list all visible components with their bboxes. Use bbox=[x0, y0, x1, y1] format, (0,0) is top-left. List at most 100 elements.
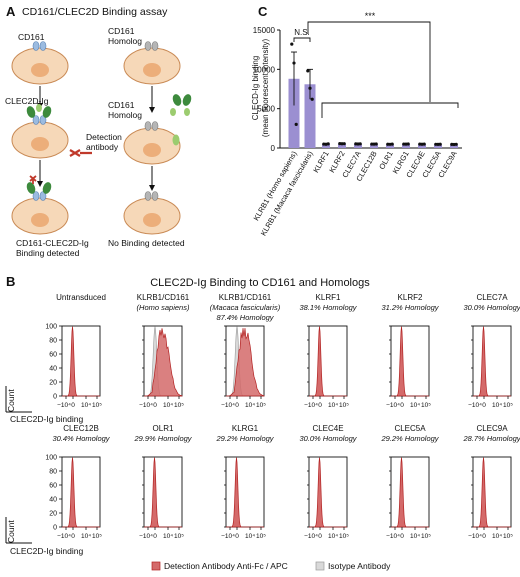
axis-guide-row-2: Count CLEC2D-Ig binding bbox=[5, 517, 84, 556]
histogram-x-tick-label: −10⁴ bbox=[57, 402, 71, 409]
cell-right-3 bbox=[123, 191, 181, 235]
chart-bracket-significant bbox=[307, 21, 431, 102]
histogram-title: OLR1 bbox=[153, 424, 174, 433]
legend-label-detection: Detection Antibody Anti-Fc / APC bbox=[164, 561, 288, 571]
chart-point bbox=[310, 97, 314, 101]
histogram-x-tick-label: 10⁴ bbox=[410, 533, 420, 540]
detection-histogram bbox=[473, 457, 511, 528]
histogram-subtitle: 29.2% Homology bbox=[380, 434, 439, 443]
label-detection-2: antibody bbox=[86, 142, 119, 152]
histogram-title: CLEC5A bbox=[394, 424, 426, 433]
histogram-x-tick-label: 10⁴ bbox=[163, 533, 173, 540]
histogram-x-tick-label: 10⁴ bbox=[410, 402, 420, 409]
histogram-2: KLRB1/CD161(Macaca fascicularis)87.4% Ho… bbox=[210, 293, 281, 409]
label-clec2d-ig: CLEC2D-Ig bbox=[5, 96, 49, 106]
chart-point bbox=[374, 142, 378, 146]
detection-histogram bbox=[62, 457, 100, 528]
chart-bars bbox=[288, 42, 458, 148]
histogram-y-tick-label: 20 bbox=[49, 380, 57, 387]
histogram-y-tick-label: 20 bbox=[49, 511, 57, 518]
histogram-x-tick-label: 10⁴ bbox=[245, 402, 255, 409]
histogram-y-tick-label: 0 bbox=[53, 394, 57, 401]
histogram-subtitle: 28.7% Homology bbox=[462, 434, 520, 443]
histogram-x-tick-label: 0 bbox=[318, 533, 322, 540]
homolog-receptor-icon bbox=[144, 41, 159, 51]
histogram-subtitle: 30.0% Homology bbox=[299, 434, 357, 443]
histogram-x-tick-label: −10⁴ bbox=[139, 533, 153, 540]
detection-antibody-icon bbox=[69, 149, 92, 157]
histogram-x-tick-label: 10⁵ bbox=[503, 533, 513, 540]
histogram-frame bbox=[390, 325, 430, 397]
chart-bar bbox=[434, 144, 442, 148]
detection-histogram bbox=[225, 328, 265, 397]
histogram-x-tick-label: 10⁵ bbox=[174, 402, 184, 409]
chart-point bbox=[406, 142, 410, 146]
histogram-frame bbox=[61, 456, 101, 528]
chart-point bbox=[292, 61, 296, 65]
histogram-title: KLRG1 bbox=[232, 424, 259, 433]
panel-a-title: CD161/CLEC2D Binding assay bbox=[22, 6, 168, 18]
histogram-x-tick-label: 0 bbox=[318, 402, 322, 409]
axis-guide-binding-2: CLEC2D-Ig binding bbox=[10, 546, 84, 556]
histogram-x-tick-label: −10⁴ bbox=[386, 402, 400, 409]
histogram-x-tick-label: −10⁴ bbox=[57, 533, 71, 540]
chart-bar bbox=[386, 144, 394, 148]
histogram-x-tick-label: −10⁴ bbox=[468, 533, 482, 540]
chart-bar bbox=[304, 84, 316, 148]
histogram-x-tick-label: 0 bbox=[235, 533, 239, 540]
label-detection-1: Detection bbox=[86, 132, 122, 142]
histogram-x-tick-label: 0 bbox=[482, 402, 486, 409]
histogram-x-tick-label: −10⁴ bbox=[468, 402, 482, 409]
histogram-x-tick-label: 0 bbox=[71, 402, 75, 409]
histogram-1: KLRB1/CD161(Homo sapiens) −10⁴ 0 10⁴ 10⁵ bbox=[137, 293, 190, 409]
histogram-x-tick-label: 0 bbox=[482, 533, 486, 540]
label-homolog-2: Homolog bbox=[108, 36, 142, 46]
legend-swatch-detection bbox=[151, 561, 161, 571]
histogram-frame bbox=[61, 325, 101, 397]
histogram-x-tick-label: 10⁴ bbox=[245, 533, 255, 540]
histogram-frame bbox=[472, 325, 512, 397]
panel-c: C CLECD-Ig binding (mean fluorescent int… bbox=[251, 4, 462, 237]
histogram-x-tick-label: 0 bbox=[400, 402, 404, 409]
cell-left-3 bbox=[11, 175, 69, 235]
histogram-x-tick-label: −10⁴ bbox=[304, 402, 318, 409]
histogram-y-tick-label: 60 bbox=[49, 483, 57, 490]
chart-point bbox=[358, 142, 362, 146]
cell-left-1 bbox=[11, 41, 69, 85]
panel-a: A CD161/CLEC2D Binding assay CD161 CLEC2… bbox=[5, 4, 192, 258]
histogram-x-tick-label: 10⁵ bbox=[421, 402, 431, 409]
chart-bracket-ns bbox=[293, 37, 311, 42]
chart-point bbox=[290, 42, 294, 46]
histogram-x-tick-label: 0 bbox=[235, 402, 239, 409]
histogram-y-tick-label: 0 bbox=[53, 525, 57, 532]
chart-y-tick-label: 5000 bbox=[257, 105, 275, 114]
label-cd161-homolog-2: Homolog bbox=[108, 110, 142, 120]
histogram-x-tick-label: 10⁴ bbox=[492, 402, 502, 409]
histogram-x-tick-label: −10⁴ bbox=[139, 402, 153, 409]
histogram-subtitle: 29.2% Homology bbox=[215, 434, 274, 443]
histogram-title: KLRB1/CD161 bbox=[137, 293, 190, 302]
detection-histogram bbox=[309, 326, 347, 397]
detection-histogram bbox=[62, 326, 100, 397]
chart-point bbox=[326, 142, 330, 146]
cell-left-2 bbox=[11, 104, 69, 159]
chart-bar bbox=[450, 144, 458, 148]
panel-c-letter: C bbox=[258, 4, 268, 19]
histogram-x-tick-label: 10⁵ bbox=[421, 533, 431, 540]
histogram-x-tick-label: 10⁴ bbox=[81, 402, 91, 409]
histogram-subtitle: 38.1% Homology bbox=[299, 303, 357, 312]
chart-bar bbox=[288, 78, 300, 148]
histogram-x-tick-label: 10⁵ bbox=[339, 402, 349, 409]
histogram-frame bbox=[308, 325, 348, 397]
histogram-title: Untransduced bbox=[56, 293, 106, 302]
detection-histogram bbox=[391, 326, 429, 397]
histogram-x-tick-label: 10⁴ bbox=[328, 402, 338, 409]
histogram-y-tick-label: 60 bbox=[49, 352, 57, 359]
chart-point bbox=[422, 142, 426, 146]
chart-bar bbox=[402, 144, 410, 148]
